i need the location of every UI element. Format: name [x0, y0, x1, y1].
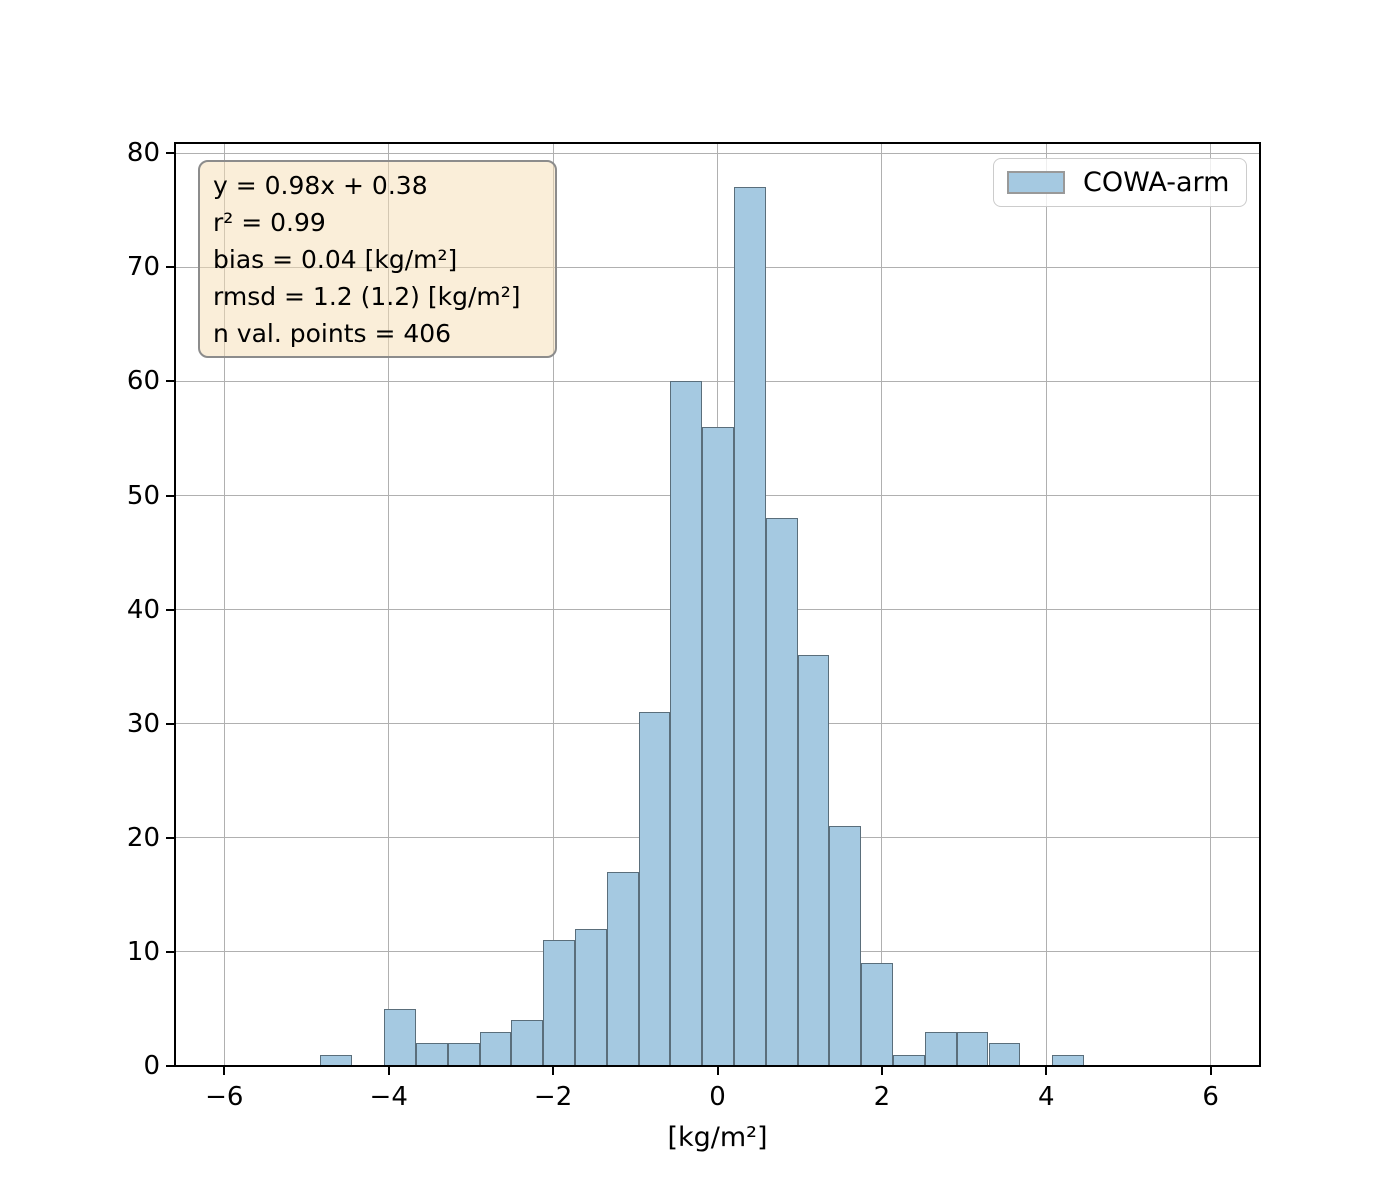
stats-line: y = 0.98x + 0.38 — [213, 171, 428, 200]
histogram-bar — [543, 940, 575, 1066]
x-tick-mark — [552, 1066, 555, 1075]
gridline-x — [881, 143, 883, 1066]
y-tick-label: 30 — [126, 708, 160, 739]
legend-swatch-cowa-arm — [1007, 171, 1065, 194]
y-tick-mark — [166, 608, 175, 611]
gridline-x — [552, 143, 554, 1066]
y-tick-mark — [166, 722, 175, 725]
x-tick-label: 0 — [709, 1082, 726, 1112]
y-tick-label: 10 — [126, 936, 160, 967]
legend: COWA-arm — [993, 158, 1247, 207]
y-tick-mark — [166, 1065, 175, 1067]
histogram-bar — [861, 963, 894, 1066]
x-tick-mark — [223, 1066, 226, 1075]
y-tick-label: 70 — [126, 252, 160, 283]
stats-line: rmsd = 1.2 (1.2) [kg/m²] — [213, 282, 521, 311]
x-tick-label: 6 — [1202, 1082, 1219, 1112]
stats-line: r² = 0.99 — [213, 208, 326, 237]
y-tick-mark — [166, 494, 175, 497]
y-tick-mark — [166, 266, 175, 269]
y-tick-label: 60 — [126, 366, 160, 397]
histogram-bar — [765, 518, 798, 1066]
gridline-x — [388, 143, 390, 1066]
plot-area: y = 0.98x + 0.38 r² = 0.99 bias = 0.04 [kg… — [175, 143, 1260, 1067]
axis-spine-right — [1259, 142, 1261, 1067]
histogram-bar — [415, 1043, 448, 1066]
x-tick-label: −6 — [205, 1082, 244, 1112]
histogram-bar — [924, 1031, 957, 1066]
histogram-bar — [479, 1031, 512, 1066]
stats-line: n val. points = 406 — [213, 319, 452, 348]
histogram-bars-layer — [175, 143, 1260, 1066]
histogram-bar — [638, 712, 671, 1066]
x-tick-mark — [387, 1066, 390, 1075]
y-tick-label: 40 — [126, 594, 160, 625]
axis-spine-left — [174, 142, 176, 1067]
gridline-x — [1045, 143, 1047, 1066]
x-tick-label: −4 — [369, 1082, 408, 1112]
y-tick-label: 20 — [126, 822, 160, 853]
histogram-bar — [797, 655, 830, 1066]
y-tick-label: 0 — [143, 1051, 160, 1081]
x-tick-mark — [1209, 1066, 1212, 1075]
histogram-bar — [447, 1043, 480, 1066]
histogram-bar — [702, 427, 734, 1066]
x-tick-mark — [1045, 1066, 1048, 1075]
gridline-x — [1210, 143, 1212, 1066]
y-tick-mark — [166, 152, 175, 155]
x-tick-mark — [716, 1066, 719, 1075]
legend-label-cowa-arm: COWA-arm — [1083, 167, 1230, 198]
x-tick-mark — [880, 1066, 883, 1075]
histogram-bar — [734, 187, 766, 1066]
histogram-bar — [670, 381, 703, 1066]
y-tick-mark — [166, 380, 175, 383]
y-tick-mark — [166, 950, 175, 953]
histogram-bar — [606, 872, 639, 1066]
y-tick-label: 50 — [126, 480, 160, 511]
histogram-bar — [511, 1020, 544, 1066]
x-tick-label: 2 — [873, 1082, 891, 1112]
x-axis-label: [kg/m²] — [667, 1122, 768, 1153]
histogram-bar — [829, 826, 862, 1066]
gridline-y — [175, 266, 1260, 268]
axis-spine-top — [174, 142, 1261, 144]
histogram-bar — [988, 1043, 1021, 1066]
y-tick-mark — [166, 836, 175, 839]
stats-annotation-box: y = 0.98x + 0.38 r² = 0.99 bias = 0.04 [kg… — [198, 160, 557, 358]
x-tick-label: 4 — [1038, 1082, 1055, 1112]
histogram-bar — [384, 1008, 416, 1066]
x-tick-label: −2 — [533, 1082, 573, 1112]
histogram-bar — [956, 1031, 989, 1066]
gridline-y — [175, 380, 1260, 383]
y-tick-label: 80 — [126, 138, 160, 169]
gridline-y — [175, 152, 1260, 154]
stats-line: bias = 0.04 [kg/m²] — [213, 245, 458, 274]
gridline-x — [223, 143, 225, 1066]
histogram-bar — [574, 929, 607, 1066]
